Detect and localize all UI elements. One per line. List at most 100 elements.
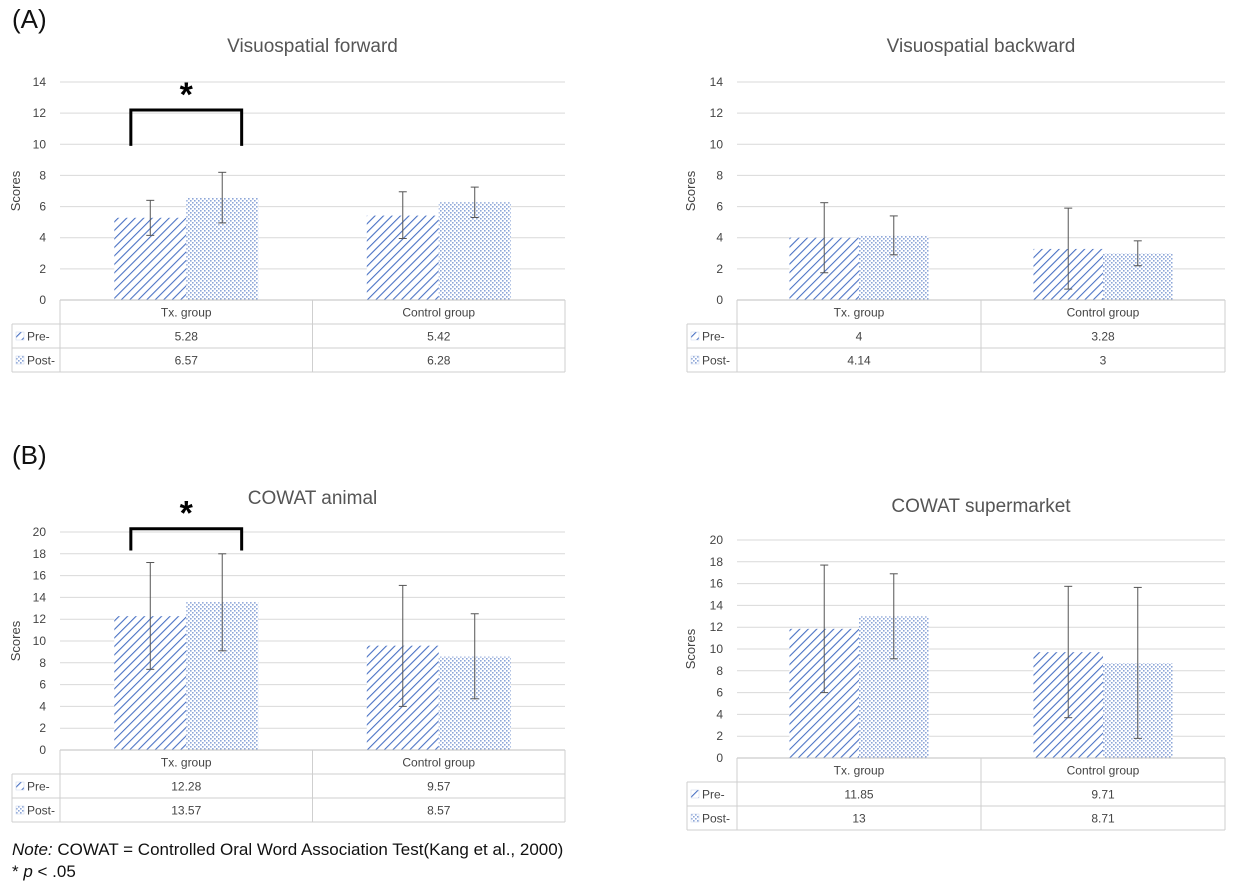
significance-bracket — [129, 527, 244, 551]
y-tick-label: 6 — [716, 200, 723, 214]
y-tick-label: 12 — [710, 106, 724, 120]
legend-entry: Pre- — [702, 329, 725, 343]
data-label: 13.57 — [171, 803, 201, 817]
legend-swatch — [690, 331, 700, 341]
significance-star: * — [180, 495, 194, 533]
y-tick-label: 0 — [716, 751, 723, 765]
note-p-text: < .05 — [32, 862, 76, 881]
data-label: 3 — [1100, 353, 1107, 367]
category-label: Tx. group — [161, 755, 212, 769]
legend-entry: Post- — [702, 811, 730, 825]
y-tick-label: 8 — [39, 168, 46, 182]
y-tick-label: 14 — [33, 590, 47, 604]
legend-swatch — [15, 355, 25, 365]
y-tick-label: 14 — [710, 75, 724, 89]
y-tick-label: 2 — [716, 262, 723, 276]
chart-svg: Visuospatial backward Scores 0 2 4 6 8 10 12 14 Tx… — [683, 36, 1226, 373]
category-label: Control group — [1067, 763, 1140, 777]
y-tick-label: 2 — [39, 262, 46, 276]
y-tick-label: 4 — [716, 231, 723, 245]
y-tick-label: 4 — [716, 707, 723, 721]
chart-visuospatial-forward: Visuospatial forward Scores 0 2 4 6 8 10 12 14 * Tx… — [0, 30, 600, 375]
legend-swatch — [690, 355, 700, 365]
y-tick-label: 16 — [710, 577, 724, 591]
chart-svg: COWAT animal Scores 0 2 4 6 8 10 12 14 16 18 20 * Tx. … — [8, 488, 566, 823]
y-tick-label: 10 — [33, 137, 47, 151]
note-p: p — [23, 862, 33, 881]
y-tick-label: 8 — [716, 168, 723, 182]
chart-svg: COWAT supermarket Scores 0 2 4 6 8 10 12 14 16 18 20… — [683, 496, 1226, 831]
note-text: COWAT = Controlled Oral Word Association… — [52, 840, 564, 859]
y-tick-label: 8 — [39, 656, 46, 670]
y-tick-label: 0 — [39, 743, 46, 757]
y-axis-label: Scores — [8, 620, 23, 661]
data-label: 9.57 — [427, 779, 451, 793]
chart-title: COWAT supermarket — [891, 496, 1071, 517]
y-tick-label: 14 — [33, 75, 47, 89]
category-label: Control group — [402, 755, 475, 769]
data-label: 6.28 — [427, 353, 451, 367]
data-label: 11.85 — [844, 787, 873, 801]
y-tick-label: 14 — [710, 598, 724, 612]
chart-title: COWAT animal — [248, 488, 378, 509]
y-axis-label: Scores — [683, 628, 698, 669]
chart-svg: Visuospatial forward Scores 0 2 4 6 8 10 12 14 * Tx… — [8, 36, 566, 373]
legend-swatch — [15, 805, 25, 815]
legend-entry: Pre- — [702, 787, 725, 801]
legend-swatch — [15, 331, 25, 341]
y-tick-label: 0 — [39, 293, 46, 307]
significance-bracket — [129, 108, 244, 146]
category-label: Tx. group — [161, 305, 212, 319]
y-tick-label: 18 — [33, 547, 47, 561]
data-label: 13 — [852, 811, 866, 825]
y-tick-label: 6 — [39, 678, 46, 692]
category-label: Control group — [1067, 305, 1140, 319]
y-tick-label: 4 — [39, 231, 46, 245]
data-label: 4 — [856, 329, 863, 343]
significance-star: * — [180, 76, 194, 114]
bar-post-control — [438, 202, 511, 300]
category-label: Control group — [402, 305, 475, 319]
legend-entry: Post- — [27, 803, 55, 817]
chart-visuospatial-backward: Visuospatial backward Scores 0 2 4 6 8 10 12 14 Tx… — [675, 30, 1235, 375]
data-label: 6.57 — [175, 353, 199, 367]
legend-entry: Pre- — [27, 329, 50, 343]
data-label: 12.28 — [171, 779, 201, 793]
data-label: 8.57 — [427, 803, 451, 817]
chart-cowat-supermarket: COWAT supermarket Scores 0 2 4 6 8 10 12 14 16 18 20… — [675, 490, 1235, 835]
y-tick-label: 4 — [39, 699, 46, 713]
y-tick-label: 10 — [33, 634, 47, 648]
y-tick-label: 6 — [39, 200, 46, 214]
y-tick-label: 12 — [33, 106, 47, 120]
y-tick-label: 2 — [39, 721, 46, 735]
legend-entry: Pre- — [27, 779, 50, 793]
panel-label-a: (A) — [12, 4, 47, 34]
y-tick-label: 10 — [710, 642, 724, 656]
y-axis-label: Scores — [683, 170, 698, 211]
legend-swatch — [15, 781, 25, 791]
data-label: 5.42 — [427, 329, 451, 343]
category-label: Tx. group — [834, 763, 885, 777]
legend-entry: Post- — [27, 353, 55, 367]
chart-cowat-animal: COWAT animal Scores 0 2 4 6 8 10 12 14 16 18 20 * Tx. … — [0, 480, 600, 823]
data-label: 5.28 — [175, 329, 199, 343]
footnote-significance: * p < .05 — [12, 862, 76, 882]
y-tick-label: 18 — [710, 555, 724, 569]
y-tick-label: 6 — [716, 686, 723, 700]
y-tick-label: 8 — [716, 664, 723, 678]
chart-title: Visuospatial backward — [887, 36, 1076, 57]
y-tick-label: 10 — [710, 137, 724, 151]
legend-swatch — [690, 813, 700, 823]
data-label: 9.71 — [1091, 787, 1115, 801]
data-label: 8.71 — [1091, 811, 1115, 825]
y-tick-label: 0 — [716, 293, 723, 307]
legend-swatch — [690, 789, 700, 799]
category-label: Tx. group — [834, 305, 885, 319]
footnote-cowat: Note: COWAT = Controlled Oral Word Assoc… — [12, 840, 563, 860]
y-axis-label: Scores — [8, 170, 23, 211]
y-tick-label: 12 — [33, 612, 47, 626]
y-tick-label: 2 — [716, 729, 723, 743]
y-tick-label: 16 — [33, 569, 47, 583]
legend-entry: Post- — [702, 353, 730, 367]
note-prefix: Note: — [12, 840, 53, 859]
